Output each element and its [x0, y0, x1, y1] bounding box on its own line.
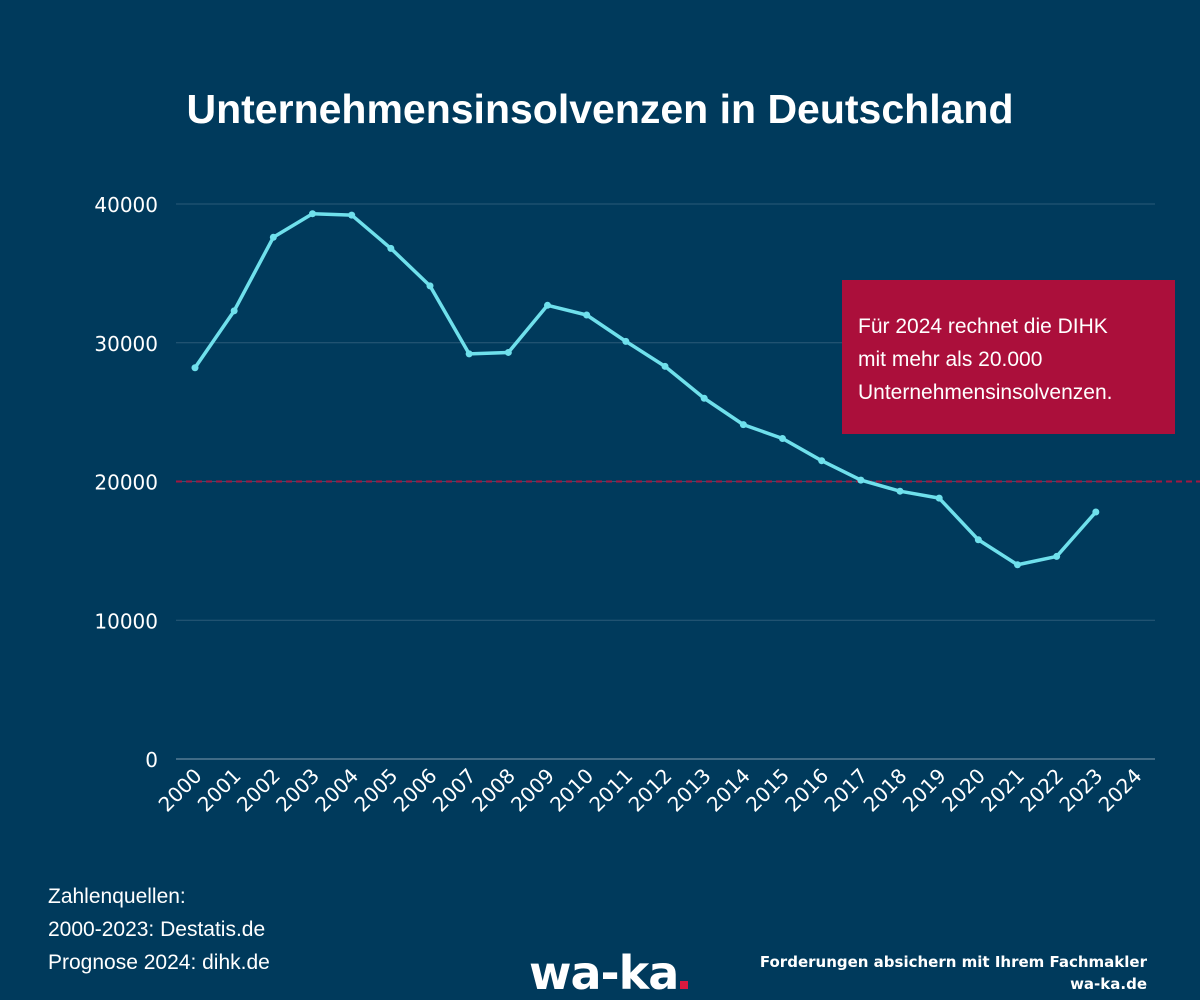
- data-point: [465, 350, 473, 358]
- data-point: [230, 307, 238, 315]
- x-tick-label: 2019: [898, 764, 951, 817]
- data-point: [1092, 508, 1100, 516]
- x-tick-label: 2001: [193, 764, 246, 817]
- x-tick-label: 2012: [624, 764, 677, 817]
- sources-line-1: 2000-2023: Destatis.de: [48, 918, 266, 941]
- data-point: [191, 364, 199, 372]
- data-point: [661, 362, 669, 370]
- x-tick-label: 2018: [859, 764, 912, 817]
- x-tick-label: 2024: [1094, 764, 1147, 817]
- x-tick-label: 2007: [428, 764, 481, 817]
- x-tick-label: 2014: [702, 764, 755, 817]
- data-point: [309, 210, 316, 218]
- data-point: [504, 348, 512, 356]
- data-point: [1053, 552, 1061, 560]
- x-tick-label: 2003: [271, 764, 324, 817]
- x-tick-label: 2009: [506, 764, 559, 817]
- x-tick-label: 2021: [976, 764, 1029, 817]
- sources-heading: Zahlenquellen:: [48, 885, 186, 908]
- x-tick-label: 2016: [780, 764, 833, 817]
- data-point: [739, 421, 747, 429]
- data-point: [779, 434, 786, 442]
- data-point: [269, 233, 277, 241]
- data-point: [622, 337, 630, 345]
- annotation-box: Für 2024 rechnet die DIHK mit mehr als 2…: [842, 280, 1175, 434]
- x-tick-label: 2002: [232, 764, 285, 817]
- x-tick-label: 2015: [741, 764, 794, 817]
- data-point: [935, 494, 943, 502]
- annotation-line-3: Unternehmensinsolvenzen.: [858, 381, 1113, 404]
- tagline-text: Forderungen absichern mit Ihrem Fachmakl…: [759, 953, 1147, 971]
- y-tick-label: 10000: [94, 609, 158, 633]
- wa-ka-logo: wa-ka: [529, 946, 689, 1000]
- sources-line-2: Prognose 2024: dihk.de: [48, 951, 270, 974]
- tagline: Forderungen absichern mit Ihrem Fachmakl…: [760, 951, 1147, 995]
- y-tick-label: 0: [145, 748, 158, 772]
- sources: Zahlenquellen: 2000-2023: Destatis.de Pr…: [48, 880, 270, 979]
- x-tick-label: 2022: [1015, 764, 1068, 817]
- x-tick-label: 2008: [467, 764, 520, 817]
- data-point: [1014, 561, 1021, 569]
- y-tick-label: 40000: [94, 193, 158, 217]
- data-point: [387, 244, 395, 252]
- x-tick-label: 2004: [310, 764, 363, 817]
- x-tick-label: 2000: [154, 764, 207, 817]
- logo-dot: [680, 981, 689, 989]
- data-point: [818, 457, 826, 465]
- data-point: [426, 282, 434, 290]
- data-point: [857, 476, 865, 484]
- annotation-line-2: mit mehr als 20.000: [858, 348, 1043, 371]
- y-tick-label: 20000: [94, 471, 158, 495]
- annotation-line-1: Für 2024 rechnet die DIHK: [858, 315, 1108, 338]
- x-tick-label: 2023: [1054, 764, 1107, 817]
- x-tick-label: 2005: [349, 764, 402, 817]
- x-tick-label: 2010: [545, 764, 598, 817]
- x-tick-label: 2017: [819, 764, 872, 817]
- series-line: [193, 211, 1098, 567]
- y-tick-label: 30000: [94, 332, 158, 356]
- data-point: [583, 311, 591, 319]
- x-tick-label: 2020: [937, 764, 990, 817]
- data-point: [896, 487, 904, 495]
- x-tick-label: 2011: [584, 764, 637, 817]
- data-point: [348, 211, 356, 219]
- data-point: [700, 394, 708, 402]
- x-tick-label: 2013: [663, 764, 716, 817]
- x-tick-label: 2006: [389, 764, 442, 817]
- chart-title: Unternehmensinsolvenzen in Deutschland: [186, 86, 1014, 132]
- tagline-url: wa-ka.de: [1070, 975, 1147, 993]
- data-point: [974, 536, 982, 544]
- data-point: [544, 301, 551, 309]
- logo-text: wa-ka: [529, 946, 679, 1000]
